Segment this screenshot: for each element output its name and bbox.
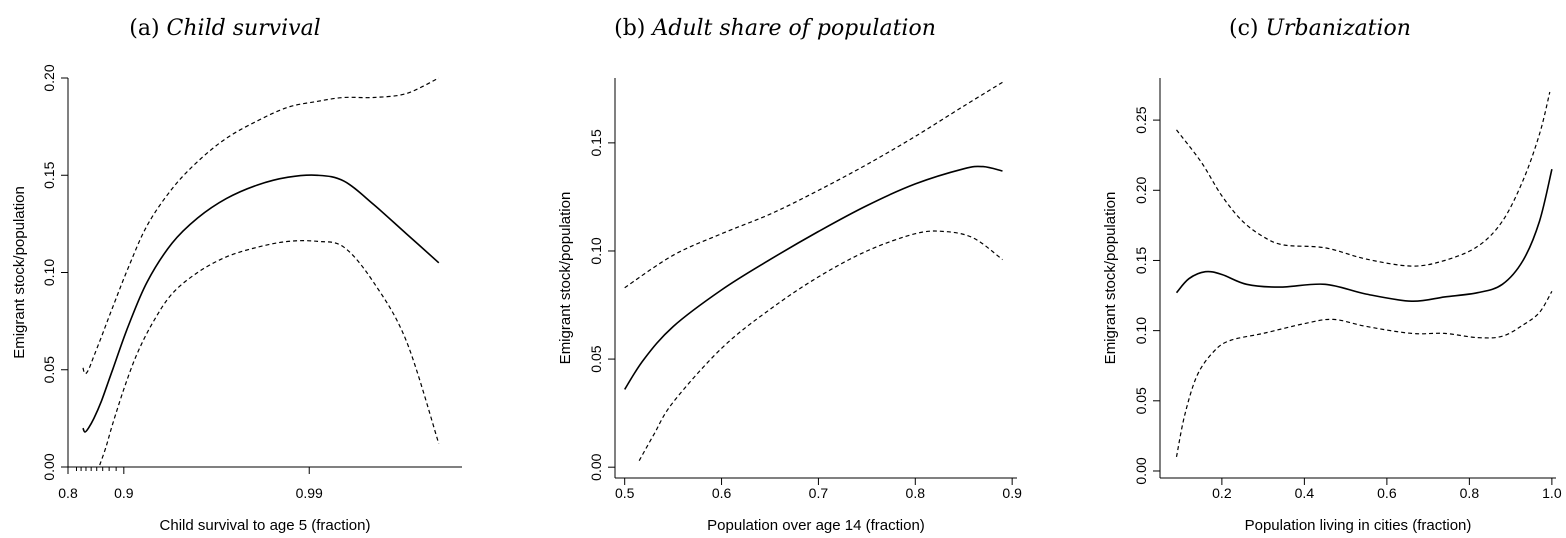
y-axis-label: Emigrant stock/population [11, 186, 28, 359]
y-tick-label: 0.10 [588, 237, 604, 264]
y-tick-label: 0.10 [41, 259, 57, 286]
panel-letter: (c) [1229, 16, 1265, 41]
panel-title-text: Child survival [167, 16, 321, 41]
x-tick-label: 0.9 [1002, 485, 1022, 501]
x-tick-label: 0.5 [615, 485, 635, 501]
panel-c: (c) Urbanization 0.2 0.4 0.6 0.8 1.0 0.00 0.05 0… [1102, 16, 1562, 534]
y-tick-label: 0.00 [588, 453, 604, 480]
confidence-bound-lower [638, 230, 1003, 461]
panel-title: (b) Adult share of population [614, 16, 936, 41]
panel-title-text: Adult share of population [650, 16, 936, 41]
y-tick-label: 0.05 [1133, 387, 1149, 414]
y-tick-label: 0.15 [1133, 247, 1149, 274]
confidence-bound-lower [99, 240, 440, 466]
panel-a: (a) Child survival 0.8 0.9 0.99 0.00 0.05 0.10… [11, 16, 462, 534]
y-tick-label: 0.05 [41, 356, 57, 383]
confidence-bound-upper [82, 77, 440, 375]
x-tick-label: 0.99 [296, 485, 323, 501]
x-tick-label: 0.8 [906, 485, 926, 501]
panel-title: (a) Child survival [129, 16, 320, 41]
y-tick-label: 0.20 [41, 64, 57, 91]
x-tick-label: 0.6 [712, 485, 732, 501]
x-tick-label: 0.8 [58, 485, 78, 501]
y-tick-label: 0.15 [41, 161, 57, 188]
confidence-bound-upper [1176, 91, 1551, 267]
y-axis-label: Emigrant stock/population [1102, 192, 1119, 365]
confidence-bound-lower [1175, 290, 1553, 458]
y-tick-label: 0.00 [1133, 457, 1149, 484]
panel-title-text: Urbanization [1266, 16, 1411, 41]
x-tick-label: 0.9 [114, 485, 134, 501]
y-tick-label: 0.15 [588, 129, 604, 156]
x-tick-label: 0.2 [1212, 485, 1232, 501]
panel-title: (c) Urbanization [1229, 16, 1411, 41]
x-tick-label: 0.6 [1377, 485, 1397, 501]
confidence-bound-upper [624, 81, 1003, 289]
y-tick-label: 0.25 [1133, 106, 1149, 133]
y-tick-label: 0.00 [41, 453, 57, 480]
panel-letter: (a) [129, 16, 166, 41]
fitted-line [624, 165, 1003, 390]
x-tick-label: 0.7 [809, 485, 829, 501]
y-axis-label: Emigrant stock/population [557, 192, 574, 365]
x-axis-label: Population living in cities (fraction) [1245, 517, 1472, 534]
x-axis-label: Population over age 14 (fraction) [707, 517, 925, 534]
y-tick-label: 0.20 [1133, 176, 1149, 203]
y-tick-label: 0.05 [588, 345, 604, 372]
panel-b: (b) Adult share of population 0.5 0.6 0.7 0.… [557, 16, 1022, 534]
panel-letter: (b) [614, 16, 652, 41]
x-tick-label: 0.8 [1460, 485, 1480, 501]
fitted-line [82, 174, 440, 433]
x-axis-label: Child survival to age 5 (fraction) [160, 517, 371, 534]
fitted-line [1175, 169, 1553, 303]
x-tick-label: 0.4 [1295, 485, 1315, 501]
x-tick-label: 1.0 [1542, 485, 1562, 501]
y-tick-label: 0.10 [1133, 317, 1149, 344]
